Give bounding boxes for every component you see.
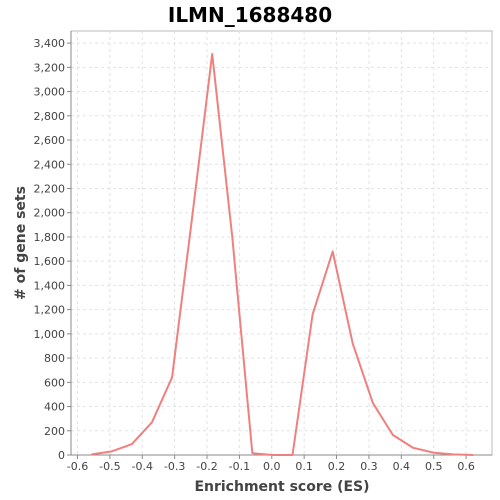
data-point bbox=[291, 454, 294, 456]
x-tick-label: 0.2 bbox=[328, 460, 346, 473]
chart-title: ILMN_1688480 bbox=[168, 3, 332, 27]
data-point bbox=[392, 434, 394, 436]
y-axis-label: # of gene sets bbox=[13, 186, 29, 300]
series-line bbox=[91, 53, 474, 456]
y-tick-label: 1,400 bbox=[34, 279, 66, 292]
series-layer bbox=[90, 53, 475, 456]
data-point bbox=[351, 342, 354, 345]
y-tick-label: 400 bbox=[44, 401, 65, 414]
data-point bbox=[111, 450, 113, 453]
data-point bbox=[171, 376, 173, 379]
y-tick-label: 1,200 bbox=[34, 304, 66, 317]
y-tick-label: 1,800 bbox=[34, 231, 66, 244]
x-tick-label: -0.1 bbox=[229, 460, 250, 473]
x-tick-label: 0.3 bbox=[360, 460, 378, 473]
y-tick-label: 2,400 bbox=[34, 158, 66, 171]
x-tick-label: -0.5 bbox=[99, 460, 120, 473]
y-tick-label: 3,000 bbox=[34, 86, 66, 99]
y-tick-label: 800 bbox=[44, 352, 65, 365]
x-axis-label: Enrichment score (ES) bbox=[194, 479, 369, 495]
data-point bbox=[151, 421, 153, 424]
data-point bbox=[311, 313, 314, 316]
y-tick-label: 1,600 bbox=[34, 255, 66, 268]
x-tick-label: -0.3 bbox=[164, 460, 185, 473]
y-axis-ticks: 0 200 400 600 800 1,000 1,200 1,400 1,600 1,800 2,… bbox=[34, 37, 71, 462]
x-tick-label: 0.6 bbox=[457, 460, 475, 473]
plot-area bbox=[70, 30, 493, 456]
data-point bbox=[331, 250, 334, 253]
x-tick-label: 0.0 bbox=[263, 460, 281, 473]
y-tick-label: 3,200 bbox=[34, 61, 66, 74]
x-tick-label: 0.5 bbox=[425, 460, 443, 473]
y-tick-label: 200 bbox=[44, 425, 65, 438]
x-grid bbox=[76, 31, 467, 455]
y-tick-label: 1,000 bbox=[34, 328, 66, 341]
x-tick-label: 0.1 bbox=[295, 460, 313, 473]
y-tick-label: 2,000 bbox=[34, 207, 66, 220]
data-point bbox=[131, 443, 133, 445]
y-tick-label: 2,800 bbox=[34, 110, 66, 123]
data-point bbox=[412, 446, 414, 449]
y-tick-label: 3,400 bbox=[34, 37, 66, 50]
x-axis-ticks: -0.6 -0.5 -0.4 -0.3 -0.2 -0.1 0.0 0.1 0.2 0.3 0.4 0… bbox=[67, 455, 475, 473]
y-tick-label: 600 bbox=[44, 376, 65, 389]
y-tick-label: 2,600 bbox=[34, 134, 66, 147]
data-point bbox=[271, 454, 274, 456]
data-point bbox=[432, 451, 434, 454]
data-point bbox=[231, 236, 234, 238]
x-tick-label: -0.6 bbox=[67, 460, 88, 473]
y-tick-label: 0 bbox=[58, 449, 65, 462]
x-tick-label: 0.4 bbox=[393, 460, 411, 473]
x-tick-label: -0.4 bbox=[132, 460, 153, 473]
data-point bbox=[211, 53, 213, 55]
data-point bbox=[90, 453, 93, 456]
y-tick-label: 2,200 bbox=[34, 182, 66, 195]
data-point bbox=[372, 402, 374, 404]
data-point bbox=[251, 452, 254, 454]
data-point bbox=[452, 453, 454, 456]
x-tick-label: -0.2 bbox=[196, 460, 217, 473]
data-point bbox=[472, 454, 475, 456]
data-point bbox=[191, 216, 193, 219]
